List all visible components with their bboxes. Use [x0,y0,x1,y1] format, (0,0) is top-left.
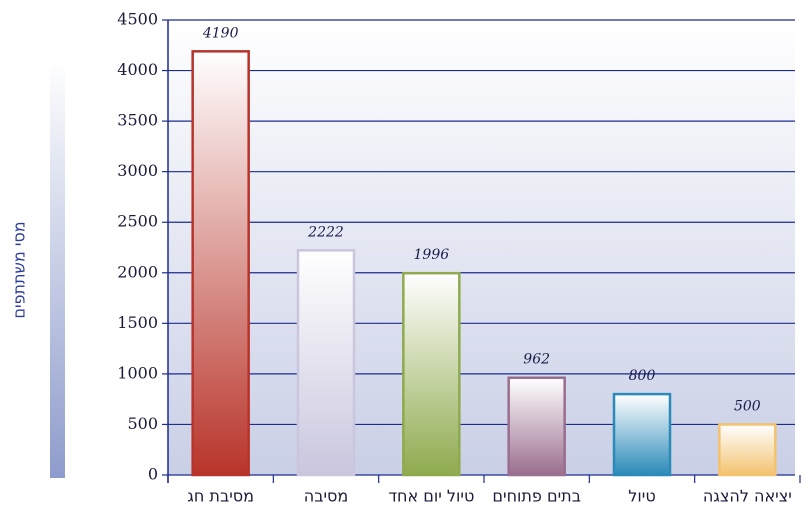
bar [402,271,461,477]
y-tick-label: 1500 [117,313,158,332]
legend-gradient [50,60,65,478]
y-tick-label: 500 [127,414,158,433]
value-label: 1996 [414,247,450,263]
x-tick-label: מסיבה [304,487,349,506]
y-tick-label: 3500 [117,111,158,130]
value-label: 962 [523,352,550,368]
bar [718,423,777,477]
bar [507,376,566,477]
y-tick-label: 4500 [117,10,158,29]
value-label: 500 [734,398,761,414]
x-tick-label: בתים פתוחים [492,487,581,506]
x-tick-label: טיול יום אחד [388,487,474,506]
y-tick-label: 2500 [117,212,158,231]
y-tick-label: 2000 [117,262,158,281]
y-axis-label: מסי משתתפים [10,221,29,318]
y-tick-label: 0 [148,465,158,484]
y-tick-label: 1000 [117,363,158,382]
y-tick-label: 3000 [117,161,158,180]
value-label: 2222 [307,224,344,240]
plot-background [168,20,795,475]
bar [612,392,672,477]
value-label: 4190 [202,25,239,41]
bar [191,50,250,477]
value-label: 800 [629,368,656,384]
x-tick-label: יציאה להצגה [703,487,792,506]
bar [296,249,356,477]
x-tick-label: טיול [628,487,655,506]
x-tick-label: מסיבת חג [187,487,254,506]
y-tick-label: 4000 [117,60,158,79]
